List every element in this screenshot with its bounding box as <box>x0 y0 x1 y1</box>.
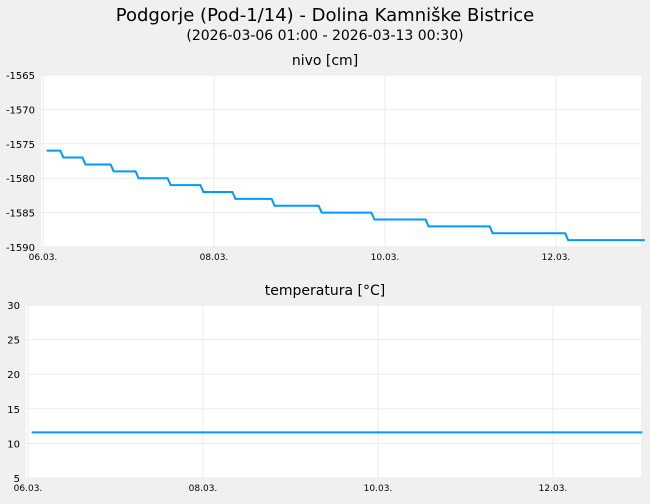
chart-title: Podgorje (Pod-1/14) - Dolina Kamniške Bi… <box>116 5 534 26</box>
plot-area <box>26 305 641 478</box>
series-line <box>46 149 645 242</box>
y-tick-label: 10 <box>7 439 20 450</box>
y-tick-label: 30 <box>7 301 20 312</box>
x-tick-label: 10.03. <box>371 253 400 263</box>
panel-title: temperatura [°C] <box>265 283 385 299</box>
y-tick-label: -1575 <box>6 140 35 151</box>
plot-area <box>41 75 641 247</box>
x-tick-label: 12.03. <box>539 484 568 494</box>
y-tick-label: 20 <box>7 370 20 381</box>
y-tick-label: -1565 <box>6 71 35 82</box>
y-tick-label: -1570 <box>6 105 35 116</box>
x-tick-label: 12.03. <box>542 253 571 263</box>
x-tick-label: 10.03. <box>364 484 393 494</box>
chart-subtitle: (2026-03-06 01:00 - 2026-03-13 00:30) <box>186 28 463 44</box>
nivo-panel: nivo [cm]-1565-1570-1575-1580-1585-15900… <box>6 53 645 263</box>
x-tick-label: 08.03. <box>200 253 229 263</box>
y-tick-label: 15 <box>7 405 20 416</box>
x-tick-label: 06.03. <box>14 484 43 494</box>
y-tick-label: -1590 <box>6 243 35 254</box>
y-tick-label: -1580 <box>6 174 35 185</box>
x-tick-label: 08.03. <box>189 484 218 494</box>
temperature-panel: temperatura [°C] 30 25 20 15 10 506.03. 08.03. 1… <box>7 283 643 494</box>
panel-title: nivo [cm] <box>292 53 358 69</box>
y-tick-label: -1585 <box>6 209 35 220</box>
x-tick-label: 06.03. <box>29 253 58 263</box>
y-tick-label: 5 <box>14 474 20 485</box>
y-tick-label: 25 <box>7 336 20 347</box>
